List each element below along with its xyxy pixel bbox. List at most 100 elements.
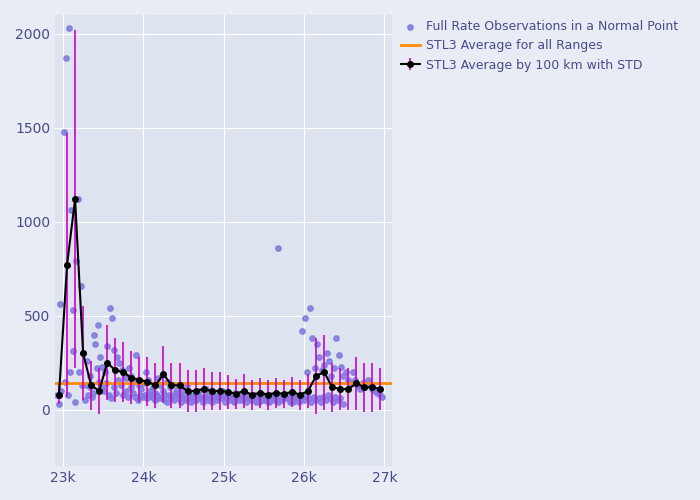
Full Rate Observations in a Normal Point bbox=[230, 389, 241, 397]
Full Rate Observations in a Normal Point bbox=[231, 392, 242, 400]
Full Rate Observations in a Normal Point bbox=[279, 390, 290, 398]
Full Rate Observations in a Normal Point bbox=[108, 346, 120, 354]
Full Rate Observations in a Normal Point bbox=[225, 390, 236, 398]
Full Rate Observations in a Normal Point bbox=[295, 396, 306, 404]
Full Rate Observations in a Normal Point bbox=[156, 392, 167, 400]
Full Rate Observations in a Normal Point bbox=[181, 396, 192, 404]
Full Rate Observations in a Normal Point bbox=[330, 334, 342, 342]
Full Rate Observations in a Normal Point bbox=[239, 390, 250, 398]
Legend: Full Rate Observations in a Normal Point, STL3 Average for all Ranges, STL3 Aver: Full Rate Observations in a Normal Point… bbox=[395, 15, 683, 76]
Full Rate Observations in a Normal Point bbox=[217, 387, 228, 395]
Full Rate Observations in a Normal Point bbox=[241, 394, 253, 402]
Full Rate Observations in a Normal Point bbox=[176, 387, 188, 395]
Full Rate Observations in a Normal Point bbox=[183, 394, 194, 402]
Full Rate Observations in a Normal Point bbox=[146, 392, 158, 400]
Full Rate Observations in a Normal Point bbox=[216, 394, 228, 402]
Full Rate Observations in a Normal Point bbox=[330, 392, 341, 400]
Full Rate Observations in a Normal Point bbox=[123, 364, 134, 372]
Full Rate Observations in a Normal Point bbox=[66, 206, 77, 214]
Full Rate Observations in a Normal Point bbox=[73, 195, 84, 203]
Full Rate Observations in a Normal Point bbox=[260, 394, 271, 402]
Full Rate Observations in a Normal Point bbox=[278, 392, 289, 400]
Full Rate Observations in a Normal Point bbox=[91, 364, 102, 372]
Full Rate Observations in a Normal Point bbox=[243, 392, 254, 400]
Full Rate Observations in a Normal Point bbox=[208, 389, 219, 397]
Full Rate Observations in a Normal Point bbox=[193, 387, 204, 395]
Full Rate Observations in a Normal Point bbox=[328, 364, 339, 372]
Full Rate Observations in a Normal Point bbox=[284, 398, 295, 406]
Full Rate Observations in a Normal Point bbox=[222, 394, 233, 402]
Full Rate Observations in a Normal Point bbox=[320, 396, 331, 404]
Full Rate Observations in a Normal Point bbox=[174, 390, 185, 398]
Full Rate Observations in a Normal Point bbox=[157, 387, 168, 395]
Full Rate Observations in a Normal Point bbox=[198, 392, 209, 400]
Full Rate Observations in a Normal Point bbox=[290, 392, 301, 400]
Full Rate Observations in a Normal Point bbox=[213, 394, 224, 402]
Full Rate Observations in a Normal Point bbox=[333, 351, 344, 359]
Full Rate Observations in a Normal Point bbox=[360, 383, 371, 391]
Full Rate Observations in a Normal Point bbox=[150, 389, 161, 397]
Full Rate Observations in a Normal Point bbox=[142, 394, 153, 402]
Full Rate Observations in a Normal Point bbox=[54, 300, 65, 308]
Full Rate Observations in a Normal Point bbox=[169, 389, 181, 397]
Full Rate Observations in a Normal Point bbox=[87, 389, 98, 397]
Full Rate Observations in a Normal Point bbox=[246, 396, 258, 404]
Full Rate Observations in a Normal Point bbox=[220, 392, 231, 400]
Full Rate Observations in a Normal Point bbox=[345, 380, 356, 388]
Full Rate Observations in a Normal Point bbox=[362, 376, 373, 384]
Full Rate Observations in a Normal Point bbox=[151, 390, 162, 398]
Full Rate Observations in a Normal Point bbox=[132, 396, 144, 404]
Full Rate Observations in a Normal Point bbox=[164, 390, 175, 398]
Full Rate Observations in a Normal Point bbox=[84, 372, 95, 380]
Full Rate Observations in a Normal Point bbox=[99, 368, 111, 376]
Full Rate Observations in a Normal Point bbox=[74, 368, 85, 376]
Full Rate Observations in a Normal Point bbox=[236, 390, 247, 398]
Full Rate Observations in a Normal Point bbox=[94, 378, 105, 386]
Full Rate Observations in a Normal Point bbox=[130, 392, 141, 400]
Full Rate Observations in a Normal Point bbox=[199, 392, 211, 400]
Full Rate Observations in a Normal Point bbox=[203, 390, 214, 398]
Full Rate Observations in a Normal Point bbox=[159, 396, 170, 404]
Full Rate Observations in a Normal Point bbox=[135, 385, 146, 393]
Full Rate Observations in a Normal Point bbox=[116, 366, 127, 374]
Full Rate Observations in a Normal Point bbox=[227, 396, 238, 404]
Full Rate Observations in a Normal Point bbox=[265, 392, 276, 400]
Full Rate Observations in a Normal Point bbox=[270, 394, 281, 402]
Full Rate Observations in a Normal Point bbox=[251, 394, 262, 402]
Full Rate Observations in a Normal Point bbox=[61, 54, 72, 62]
Full Rate Observations in a Normal Point bbox=[246, 396, 257, 404]
Full Rate Observations in a Normal Point bbox=[300, 314, 311, 322]
Full Rate Observations in a Normal Point bbox=[68, 306, 79, 314]
Full Rate Observations in a Normal Point bbox=[286, 392, 297, 400]
Full Rate Observations in a Normal Point bbox=[193, 390, 204, 398]
Full Rate Observations in a Normal Point bbox=[314, 353, 325, 361]
Full Rate Observations in a Normal Point bbox=[209, 392, 220, 400]
Full Rate Observations in a Normal Point bbox=[355, 385, 366, 393]
Full Rate Observations in a Normal Point bbox=[173, 394, 184, 402]
Full Rate Observations in a Normal Point bbox=[149, 396, 160, 404]
Full Rate Observations in a Normal Point bbox=[306, 398, 317, 406]
Full Rate Observations in a Normal Point bbox=[138, 380, 149, 388]
Full Rate Observations in a Normal Point bbox=[188, 396, 199, 404]
Full Rate Observations in a Normal Point bbox=[256, 392, 267, 400]
Full Rate Observations in a Normal Point bbox=[186, 392, 197, 400]
Full Rate Observations in a Normal Point bbox=[69, 398, 80, 406]
Full Rate Observations in a Normal Point bbox=[176, 398, 187, 406]
Full Rate Observations in a Normal Point bbox=[145, 390, 156, 398]
Full Rate Observations in a Normal Point bbox=[80, 382, 91, 390]
Full Rate Observations in a Normal Point bbox=[224, 396, 235, 404]
Full Rate Observations in a Normal Point bbox=[272, 398, 284, 406]
Full Rate Observations in a Normal Point bbox=[237, 396, 248, 404]
Full Rate Observations in a Normal Point bbox=[211, 396, 223, 404]
Full Rate Observations in a Normal Point bbox=[258, 390, 269, 398]
Full Rate Observations in a Normal Point bbox=[287, 398, 298, 406]
Full Rate Observations in a Normal Point bbox=[365, 382, 376, 390]
Full Rate Observations in a Normal Point bbox=[111, 389, 122, 397]
Full Rate Observations in a Normal Point bbox=[122, 392, 134, 400]
Full Rate Observations in a Normal Point bbox=[120, 387, 132, 395]
Full Rate Observations in a Normal Point bbox=[325, 394, 336, 402]
Full Rate Observations in a Normal Point bbox=[128, 378, 139, 386]
Full Rate Observations in a Normal Point bbox=[308, 392, 319, 400]
Full Rate Observations in a Normal Point bbox=[83, 390, 94, 398]
Full Rate Observations in a Normal Point bbox=[106, 394, 117, 402]
